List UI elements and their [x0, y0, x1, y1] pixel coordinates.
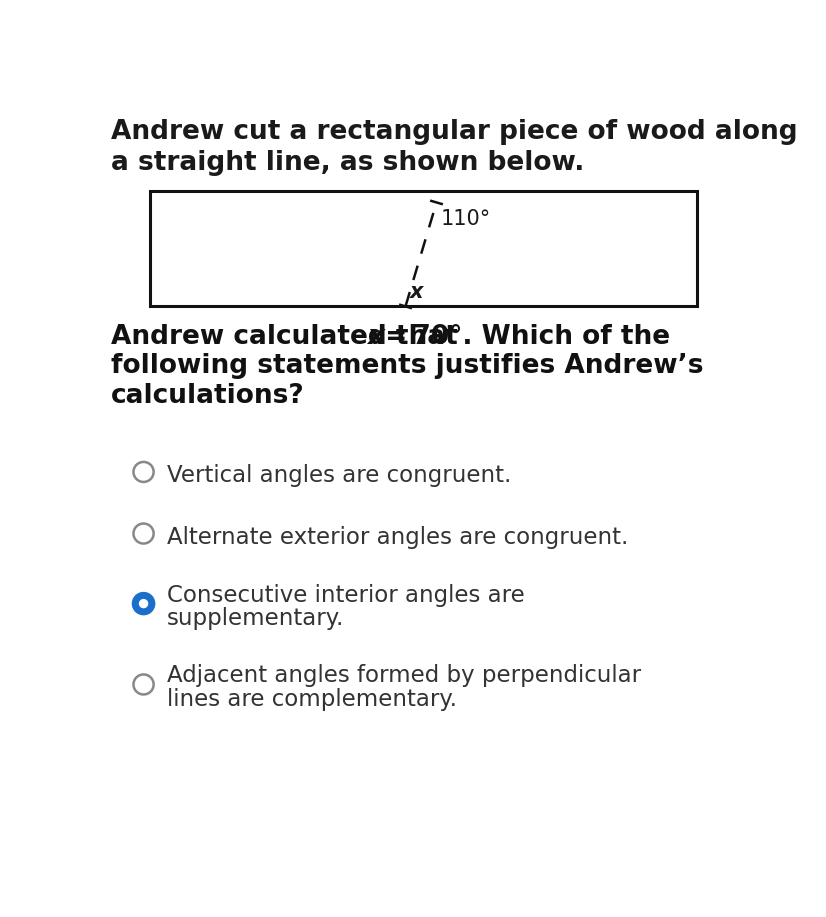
Text: x: x — [367, 324, 384, 350]
Text: Consecutive interior angles are: Consecutive interior angles are — [167, 583, 525, 606]
Circle shape — [134, 524, 154, 544]
Text: calculations?: calculations? — [111, 382, 305, 409]
Circle shape — [134, 674, 154, 694]
Text: 110°: 110° — [440, 208, 491, 228]
Text: supplementary.: supplementary. — [167, 607, 344, 630]
Text: lines are complementary.: lines are complementary. — [167, 688, 457, 711]
Text: a straight line, as shown below.: a straight line, as shown below. — [111, 150, 584, 176]
Text: Adjacent angles formed by perpendicular: Adjacent angles formed by perpendicular — [167, 665, 641, 688]
Text: x: x — [410, 282, 423, 302]
Text: Vertical angles are congruent.: Vertical angles are congruent. — [167, 464, 511, 487]
Text: Alternate exterior angles are congruent.: Alternate exterior angles are congruent. — [167, 525, 629, 549]
Bar — [150, 191, 697, 306]
Circle shape — [134, 462, 154, 482]
Text: Andrew cut a rectangular piece of wood along: Andrew cut a rectangular piece of wood a… — [111, 119, 798, 145]
Text: = 70°. Which of the: = 70°. Which of the — [380, 324, 670, 350]
Circle shape — [140, 600, 148, 608]
Text: following statements justifies Andrew’s: following statements justifies Andrew’s — [111, 353, 704, 380]
Text: Andrew calculated that: Andrew calculated that — [111, 324, 467, 350]
Circle shape — [134, 593, 154, 613]
